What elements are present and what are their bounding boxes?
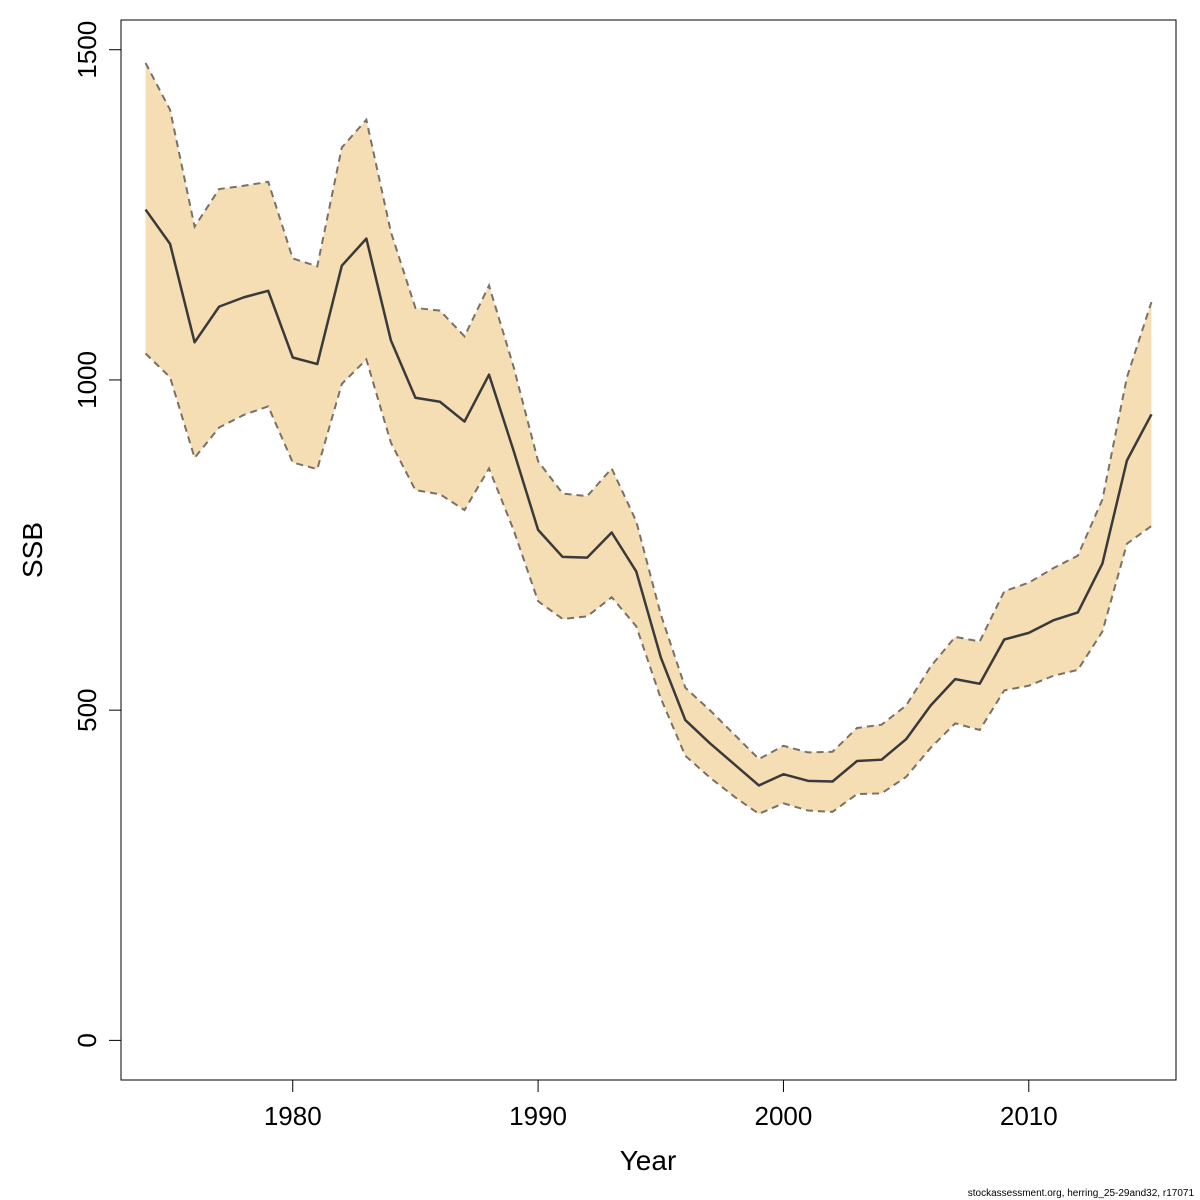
x-axis-title: Year <box>620 1145 677 1176</box>
x-axis: 1980 1990 2000 2010 <box>264 1079 1058 1131</box>
y-tick-label: 500 <box>72 688 102 731</box>
ssb-estimate-line <box>144 208 1153 787</box>
y-axis-title: SSB <box>17 522 48 578</box>
y-tick-label: 1000 <box>72 351 102 409</box>
x-tick-label: 1980 <box>264 1101 322 1131</box>
confidence-band <box>145 62 1152 814</box>
footer-source-note: stockassessment.org, herring_25-29and32,… <box>968 1188 1195 1199</box>
y-tick-label: 1500 <box>72 21 102 79</box>
y-axis: 0 500 1000 1500 <box>72 21 122 1048</box>
lower-bound-line <box>144 352 1153 815</box>
series-line-layer <box>144 208 1153 787</box>
y-tick-label: 0 <box>72 1033 102 1047</box>
plot-frame <box>120 19 1177 1081</box>
x-tick-label: 2000 <box>755 1101 813 1131</box>
x-tick-label: 1990 <box>509 1101 567 1131</box>
confidence-band-layer <box>144 62 1153 815</box>
x-tick-label: 2010 <box>1000 1101 1058 1131</box>
